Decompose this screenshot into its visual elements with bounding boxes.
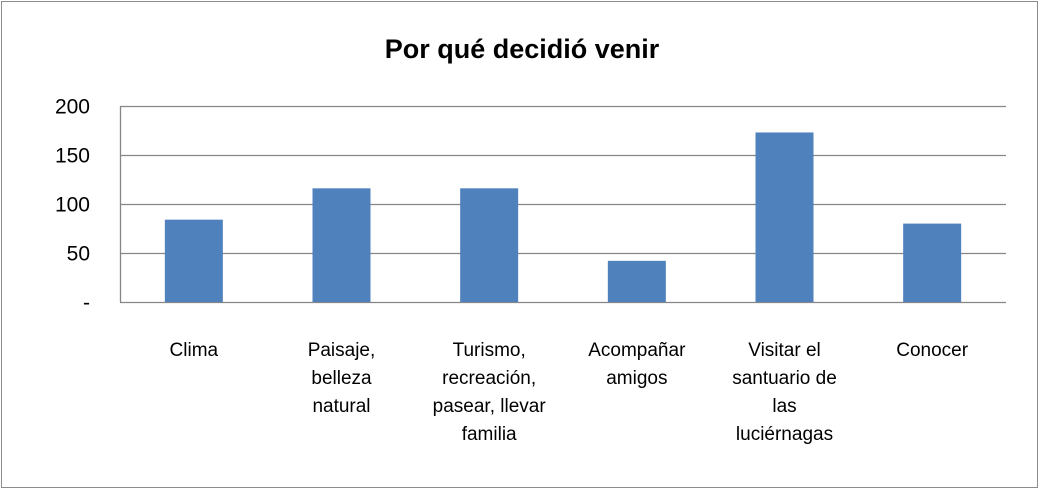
bar bbox=[903, 223, 962, 302]
bar bbox=[460, 188, 519, 302]
x-tick-label: belleza bbox=[311, 368, 372, 389]
y-tick-label: 200 bbox=[55, 96, 90, 119]
x-tick-label: recreación, bbox=[442, 368, 536, 389]
x-tick-label: santuario de bbox=[732, 368, 837, 389]
bars bbox=[164, 132, 962, 302]
x-tick-label: Conocer bbox=[896, 340, 968, 361]
bar bbox=[312, 188, 371, 302]
x-tick-label: Paisaje, bbox=[308, 340, 376, 361]
bar bbox=[755, 132, 814, 302]
x-tick-label: familia bbox=[462, 424, 517, 445]
bar bbox=[164, 219, 223, 302]
x-tick-label: natural bbox=[312, 396, 370, 417]
bar bbox=[607, 260, 666, 302]
x-tick-label: Visitar el bbox=[748, 340, 821, 361]
x-axis-labels: Clima Paisaje, belleza natural Turismo, recre… bbox=[170, 340, 969, 445]
x-tick-label: Clima bbox=[170, 340, 219, 361]
y-tick-label: - bbox=[83, 292, 90, 315]
x-tick-label: Turismo, bbox=[453, 340, 526, 361]
x-tick-label: luciérnagas bbox=[736, 424, 833, 445]
x-tick-label: Acompañar bbox=[588, 340, 686, 361]
y-axis-ticks: - 50 100 150 200 bbox=[55, 96, 90, 315]
y-tick-label: 100 bbox=[55, 194, 90, 217]
x-tick-label: pasear, llevar bbox=[433, 396, 547, 417]
x-tick-label: las bbox=[772, 396, 796, 417]
y-tick-label: 150 bbox=[55, 145, 90, 168]
y-tick-label: 50 bbox=[67, 243, 90, 266]
x-tick-label: amigos bbox=[606, 368, 667, 389]
gridlines bbox=[119, 105, 1006, 304]
chart-title: Por qué decidió venir bbox=[385, 34, 660, 64]
